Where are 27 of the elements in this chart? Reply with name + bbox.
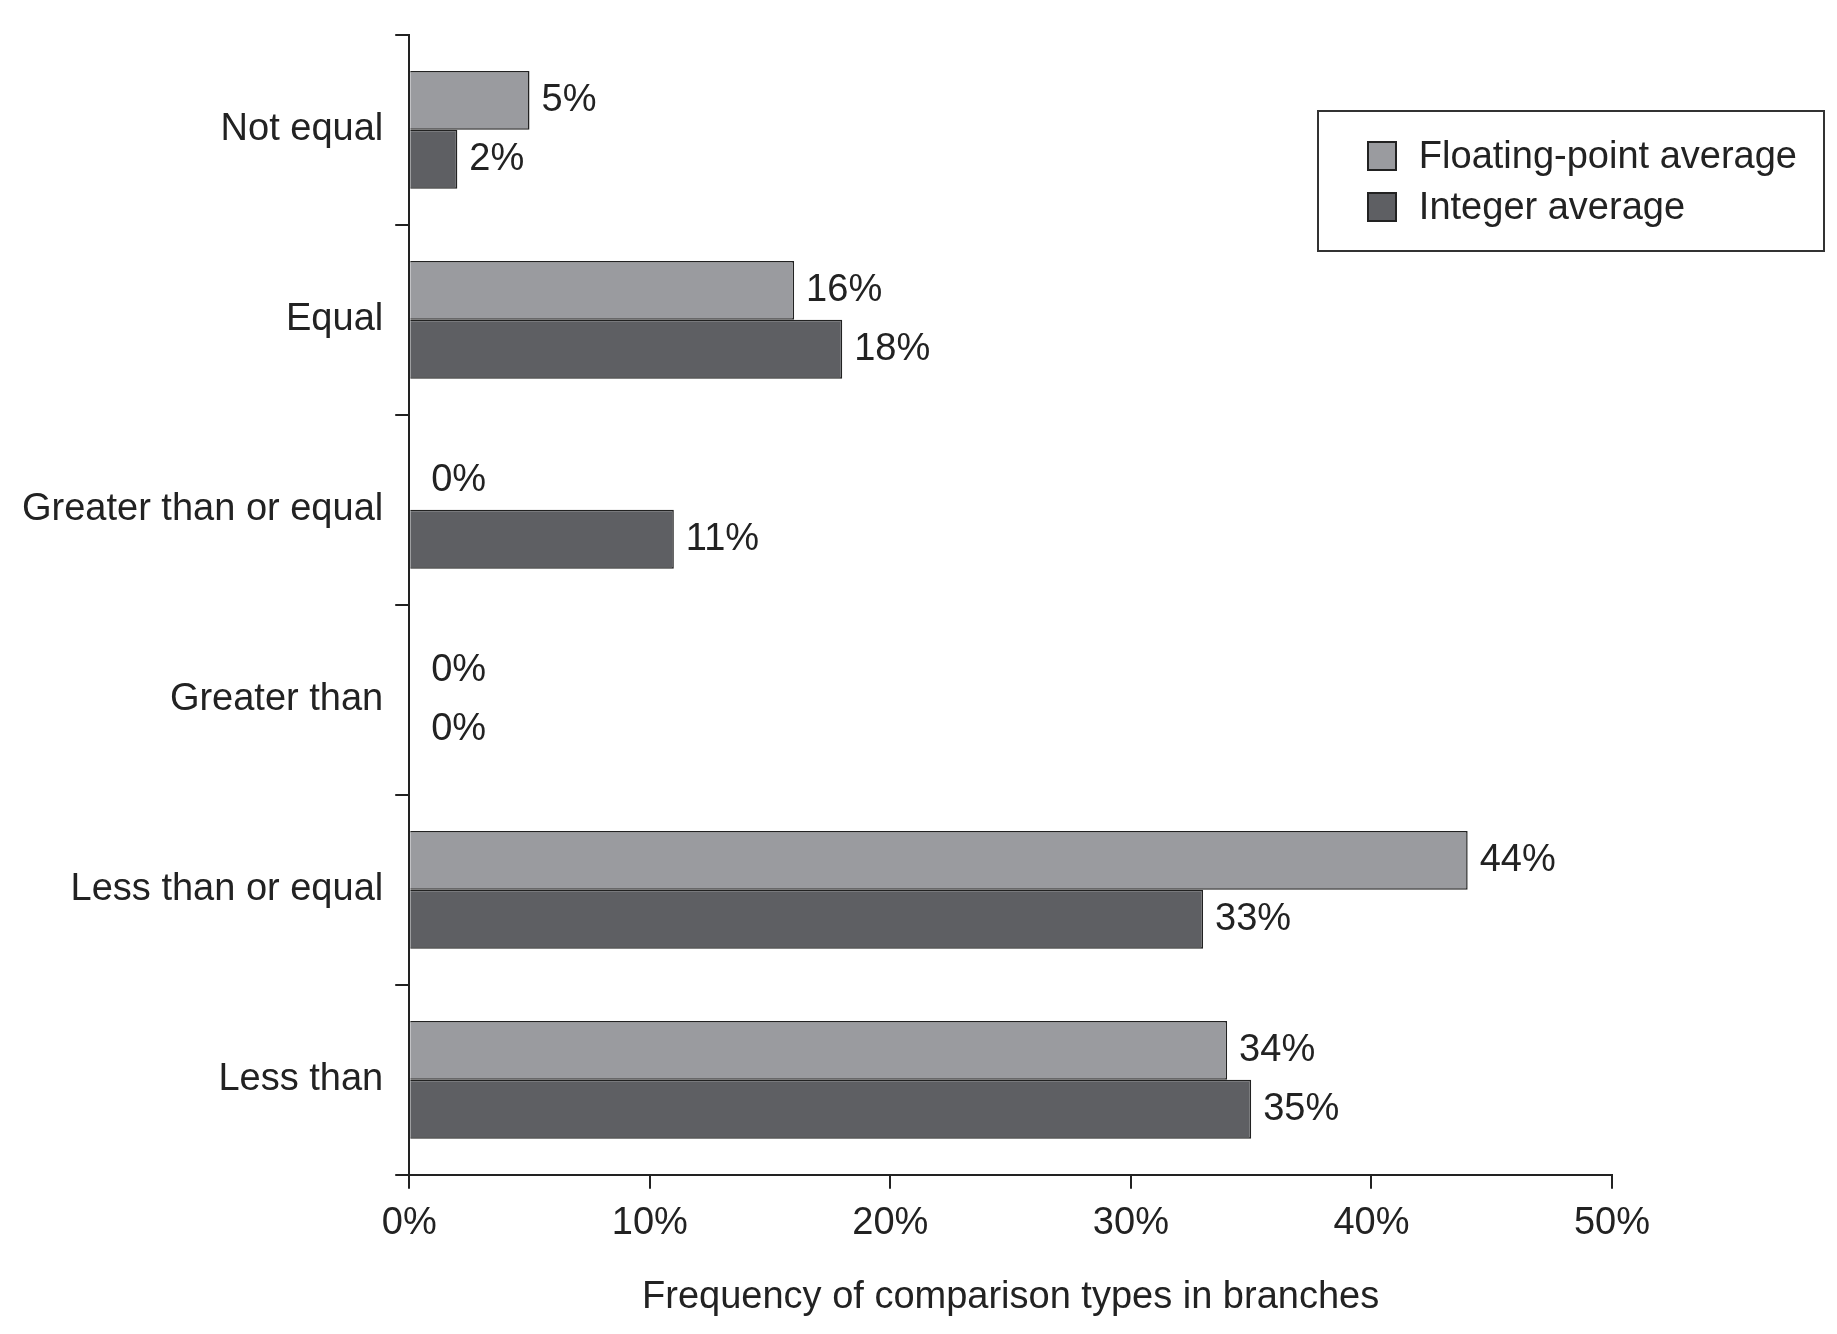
x-tick-label: 40% bbox=[1333, 1200, 1410, 1243]
data-label: 34% bbox=[1239, 1026, 1316, 1069]
data-label: 44% bbox=[1479, 836, 1556, 879]
x-tick-label: 20% bbox=[852, 1200, 929, 1243]
x-axis-title: Frequency of comparison types in branches bbox=[642, 1273, 1380, 1316]
data-label: 33% bbox=[1215, 895, 1292, 938]
data-label: 2% bbox=[469, 135, 525, 178]
legend-label: Floating-point average bbox=[1418, 134, 1797, 177]
data-label: 5% bbox=[541, 76, 597, 119]
y-tick-label: Greater than bbox=[169, 676, 384, 719]
y-tick-label: Equal bbox=[286, 296, 384, 339]
x-tick-label: 0% bbox=[381, 1200, 437, 1243]
data-label: 35% bbox=[1263, 1085, 1340, 1128]
x-tick-label: 10% bbox=[611, 1200, 688, 1243]
legend-label: Integer average bbox=[1418, 185, 1686, 228]
data-label: 0% bbox=[431, 456, 487, 499]
y-tick-label: Greater than or equal bbox=[21, 486, 384, 529]
data-label: 0% bbox=[431, 705, 487, 748]
y-tick-label: Less than or equal bbox=[70, 866, 384, 909]
y-tick-label: Not equal bbox=[220, 106, 384, 149]
data-label: 18% bbox=[854, 325, 931, 368]
x-tick-label: 50% bbox=[1573, 1200, 1651, 1243]
y-tick-label: Less than bbox=[218, 1056, 384, 1099]
data-label: 11% bbox=[685, 515, 760, 558]
x-tick-label: 30% bbox=[1092, 1200, 1169, 1243]
data-label: 0% bbox=[431, 646, 487, 689]
data-label: 16% bbox=[806, 266, 883, 309]
